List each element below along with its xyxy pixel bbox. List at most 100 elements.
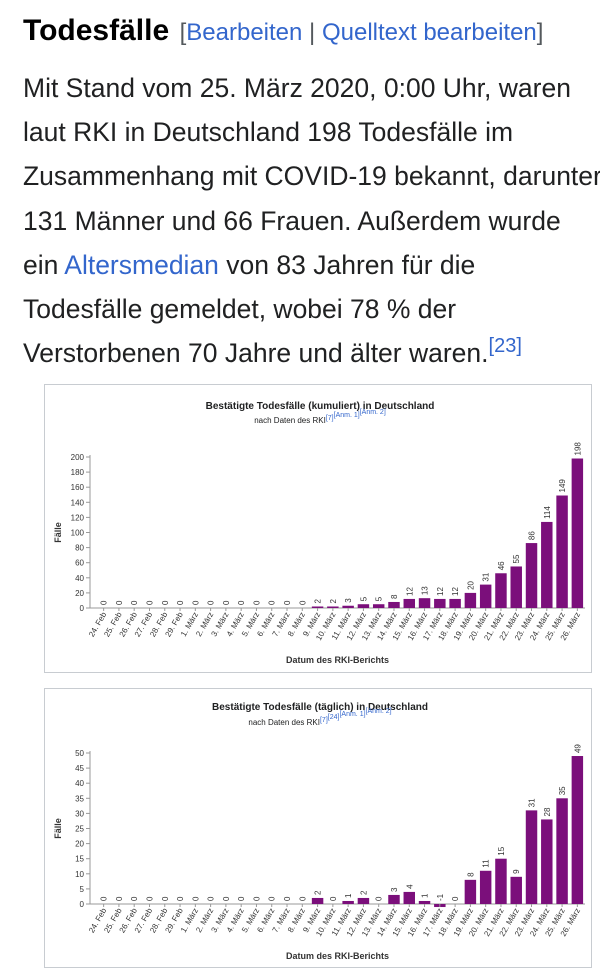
bar-value-label: 9 [512, 869, 521, 874]
bar-value-label: 0 [222, 600, 231, 605]
y-axis-title: Fälle [53, 818, 63, 839]
edit-link[interactable]: Bearbeiten [186, 19, 303, 46]
edit-separator: | [309, 19, 316, 46]
chart-title: Bestätigte Todesfälle (täglich) in Deuts… [212, 702, 428, 713]
edit-source-link[interactable]: Quelltext bearbeiten [321, 19, 537, 46]
bar [311, 897, 324, 904]
chart-subtitle-ref: [Anm. 2] [366, 708, 392, 715]
chart-daily-frame: Bestätigte Todesfälle (täglich) in Deuts… [44, 688, 592, 968]
y-axis-title: Fälle [53, 522, 63, 543]
altersmedian-link[interactable]: Altersmedian [64, 249, 219, 280]
bar-value-label: 0 [329, 896, 338, 901]
bar [342, 900, 354, 904]
bar-value-label: 0 [268, 600, 277, 605]
bar [495, 573, 507, 608]
bar-value-label: -1 [436, 893, 445, 901]
chart-subtitle: nach Daten des RKI[7][Anm. 1][Anm. 2] [254, 409, 386, 425]
bar-value-label: 0 [375, 896, 384, 901]
paragraph-line: laut RKI in Deutschland 198 Todesfälle i… [23, 117, 514, 148]
y-tick-label: 80 [75, 544, 84, 553]
bar-value-label: 1 [344, 893, 353, 898]
bar-value-label: 0 [145, 896, 154, 901]
bar [403, 891, 415, 904]
bar-value-label: 55 [512, 554, 521, 563]
section-title: Todesfälle [23, 14, 170, 47]
bar-value-label: 0 [115, 896, 124, 901]
y-tick-label: 140 [71, 498, 85, 507]
chart-subtitle-ref: [24] [328, 714, 340, 721]
chart-subtitle-ref: [Anm. 2] [360, 409, 386, 416]
bar-value-label: 0 [207, 600, 216, 605]
article-paragraph: Mit Stand vom 25. März 2020, 0:00 Uhr, w… [23, 66, 600, 375]
bar-value-label: 2 [314, 598, 323, 603]
chart-subtitle-ref: [Anm. 1] [339, 711, 365, 718]
paragraph-line: Todesfälle gemeldet, wobei 78 % der [23, 294, 457, 325]
bar-value-label: 0 [298, 896, 307, 901]
paragraph-line: ein Altersmedian von 83 Jahren für die [23, 243, 600, 287]
bar-value-label: 0 [222, 896, 231, 901]
section-heading-row: Todesfälle [Bearbeiten | Quelltext bearb… [23, 14, 543, 48]
bar-value-label: 0 [207, 896, 216, 901]
bar-value-label: 8 [466, 872, 475, 877]
bar-value-label: 28 [543, 807, 552, 816]
bar [479, 870, 492, 904]
bar [495, 858, 507, 904]
bar [525, 810, 538, 904]
bar [571, 458, 584, 608]
edit-section-links: [Bearbeiten | Quelltext bearbeiten] [180, 19, 544, 47]
y-tick-label: 20 [75, 589, 84, 598]
bar-value-label: 0 [100, 600, 109, 605]
bar [327, 606, 339, 608]
chart-subtitle-ref: [Anm. 1] [334, 412, 360, 419]
y-tick-label: 25 [75, 825, 84, 834]
bar-value-label: 0 [191, 600, 200, 605]
x-axis-title: Datum des RKI-Berichts [286, 655, 389, 665]
y-tick-label: 5 [80, 885, 85, 894]
bar-value-label: 2 [314, 890, 323, 895]
bar-value-label: 20 [466, 580, 475, 589]
y-tick-label: 50 [75, 749, 84, 758]
y-tick-label: 10 [75, 870, 84, 879]
chart-title: Bestätigte Todesfälle (kumuliert) in Deu… [206, 401, 435, 412]
bar [434, 598, 446, 608]
bar-value-label: 0 [130, 600, 139, 605]
bar [357, 604, 370, 608]
bar-value-label: 13 [421, 586, 430, 595]
bar-value-label: 0 [252, 600, 261, 605]
paragraph-text: Verstorbenen 70 Jahre und älter waren. [23, 338, 489, 369]
bar [403, 598, 415, 608]
y-tick-label: 40 [75, 574, 84, 583]
bar-value-label: 35 [558, 786, 567, 795]
chart-daily: Bestätigte Todesfälle (täglich) in Deuts… [53, 702, 585, 961]
bar [510, 566, 522, 608]
bar-value-label: 0 [237, 600, 246, 605]
bar [510, 876, 522, 904]
y-tick-label: 35 [75, 794, 84, 803]
bar-value-label: 0 [176, 896, 185, 901]
bar-value-label: 0 [130, 896, 139, 901]
bar [311, 606, 324, 608]
y-tick-label: 160 [71, 483, 85, 492]
bar-value-label: 86 [528, 531, 537, 540]
bar-value-label: 4 [405, 884, 414, 889]
bar-value-label: 0 [100, 896, 109, 901]
bar-value-label: 5 [375, 596, 384, 601]
bar-value-label: 49 [573, 744, 582, 753]
bar-value-label: 2 [359, 890, 368, 895]
bar-value-label: 2 [329, 598, 338, 603]
bar-value-label: 149 [558, 479, 567, 493]
y-tick-label: 20 [75, 840, 84, 849]
bar-value-label: 46 [497, 561, 506, 570]
bar [541, 819, 553, 904]
bar-value-label: 12 [405, 586, 414, 595]
bar-value-label: 0 [298, 600, 307, 605]
bar-value-label: 5 [359, 596, 368, 601]
reference-link[interactable]: [23] [488, 335, 522, 358]
bar-value-label: 0 [283, 600, 292, 605]
bar [342, 605, 354, 608]
bar [464, 879, 477, 904]
bar-value-label: 0 [176, 600, 185, 605]
bar-value-label: 114 [543, 506, 552, 519]
bar-value-label: 0 [283, 896, 292, 901]
bar-value-label: 3 [390, 887, 399, 892]
